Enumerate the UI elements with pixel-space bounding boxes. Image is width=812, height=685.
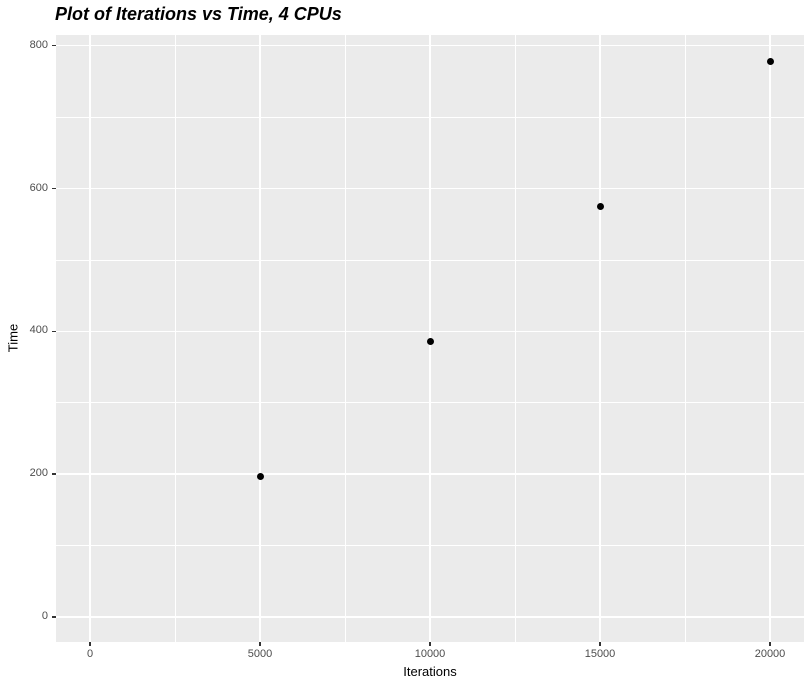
y-tick-mark [52,473,56,475]
y-tick-label: 0 [41,610,48,622]
x-minor-gridline [344,35,346,642]
y-tick-label: 400 [29,324,48,337]
data-point [596,202,604,210]
x-major-gridline [259,35,261,642]
x-tick-mark [769,642,771,646]
x-minor-gridline [684,35,686,642]
x-tick-mark [599,642,601,646]
y-tick-mark [52,187,56,190]
x-major-gridline [769,35,771,642]
x-tick-mark [429,642,431,646]
y-tick-mark [52,45,56,47]
x-tick-label: 20000 [754,648,786,660]
x-axis-title: Iterations [403,664,457,679]
x-tick-mark [89,642,91,646]
x-minor-gridline [514,35,516,642]
y-major-gridline [56,616,804,618]
y-major-gridline [56,45,804,47]
y-tick-label: 200 [29,467,48,480]
y-tick-label: 600 [29,181,48,194]
data-point [766,57,774,65]
y-major-gridline [56,473,804,475]
data-point [256,472,264,480]
y-tick-mark [52,330,56,333]
x-tick-label: 15000 [584,648,616,660]
plot-panel [56,35,804,642]
x-tick-label: 5000 [247,648,273,660]
y-major-gridline [56,330,804,333]
y-tick-mark [52,616,56,618]
x-major-gridline [599,35,601,642]
y-major-gridline [56,187,804,190]
y-tick-label: 800 [29,38,48,51]
data-point [426,337,434,345]
chart-title: Plot of Iterations vs Time, 4 CPUs [55,4,342,24]
x-tick-label: 0 [86,648,94,660]
x-major-gridline [89,35,91,642]
x-tick-mark [259,642,261,646]
x-tick-label: 10000 [414,648,446,660]
x-minor-gridline [174,35,176,642]
